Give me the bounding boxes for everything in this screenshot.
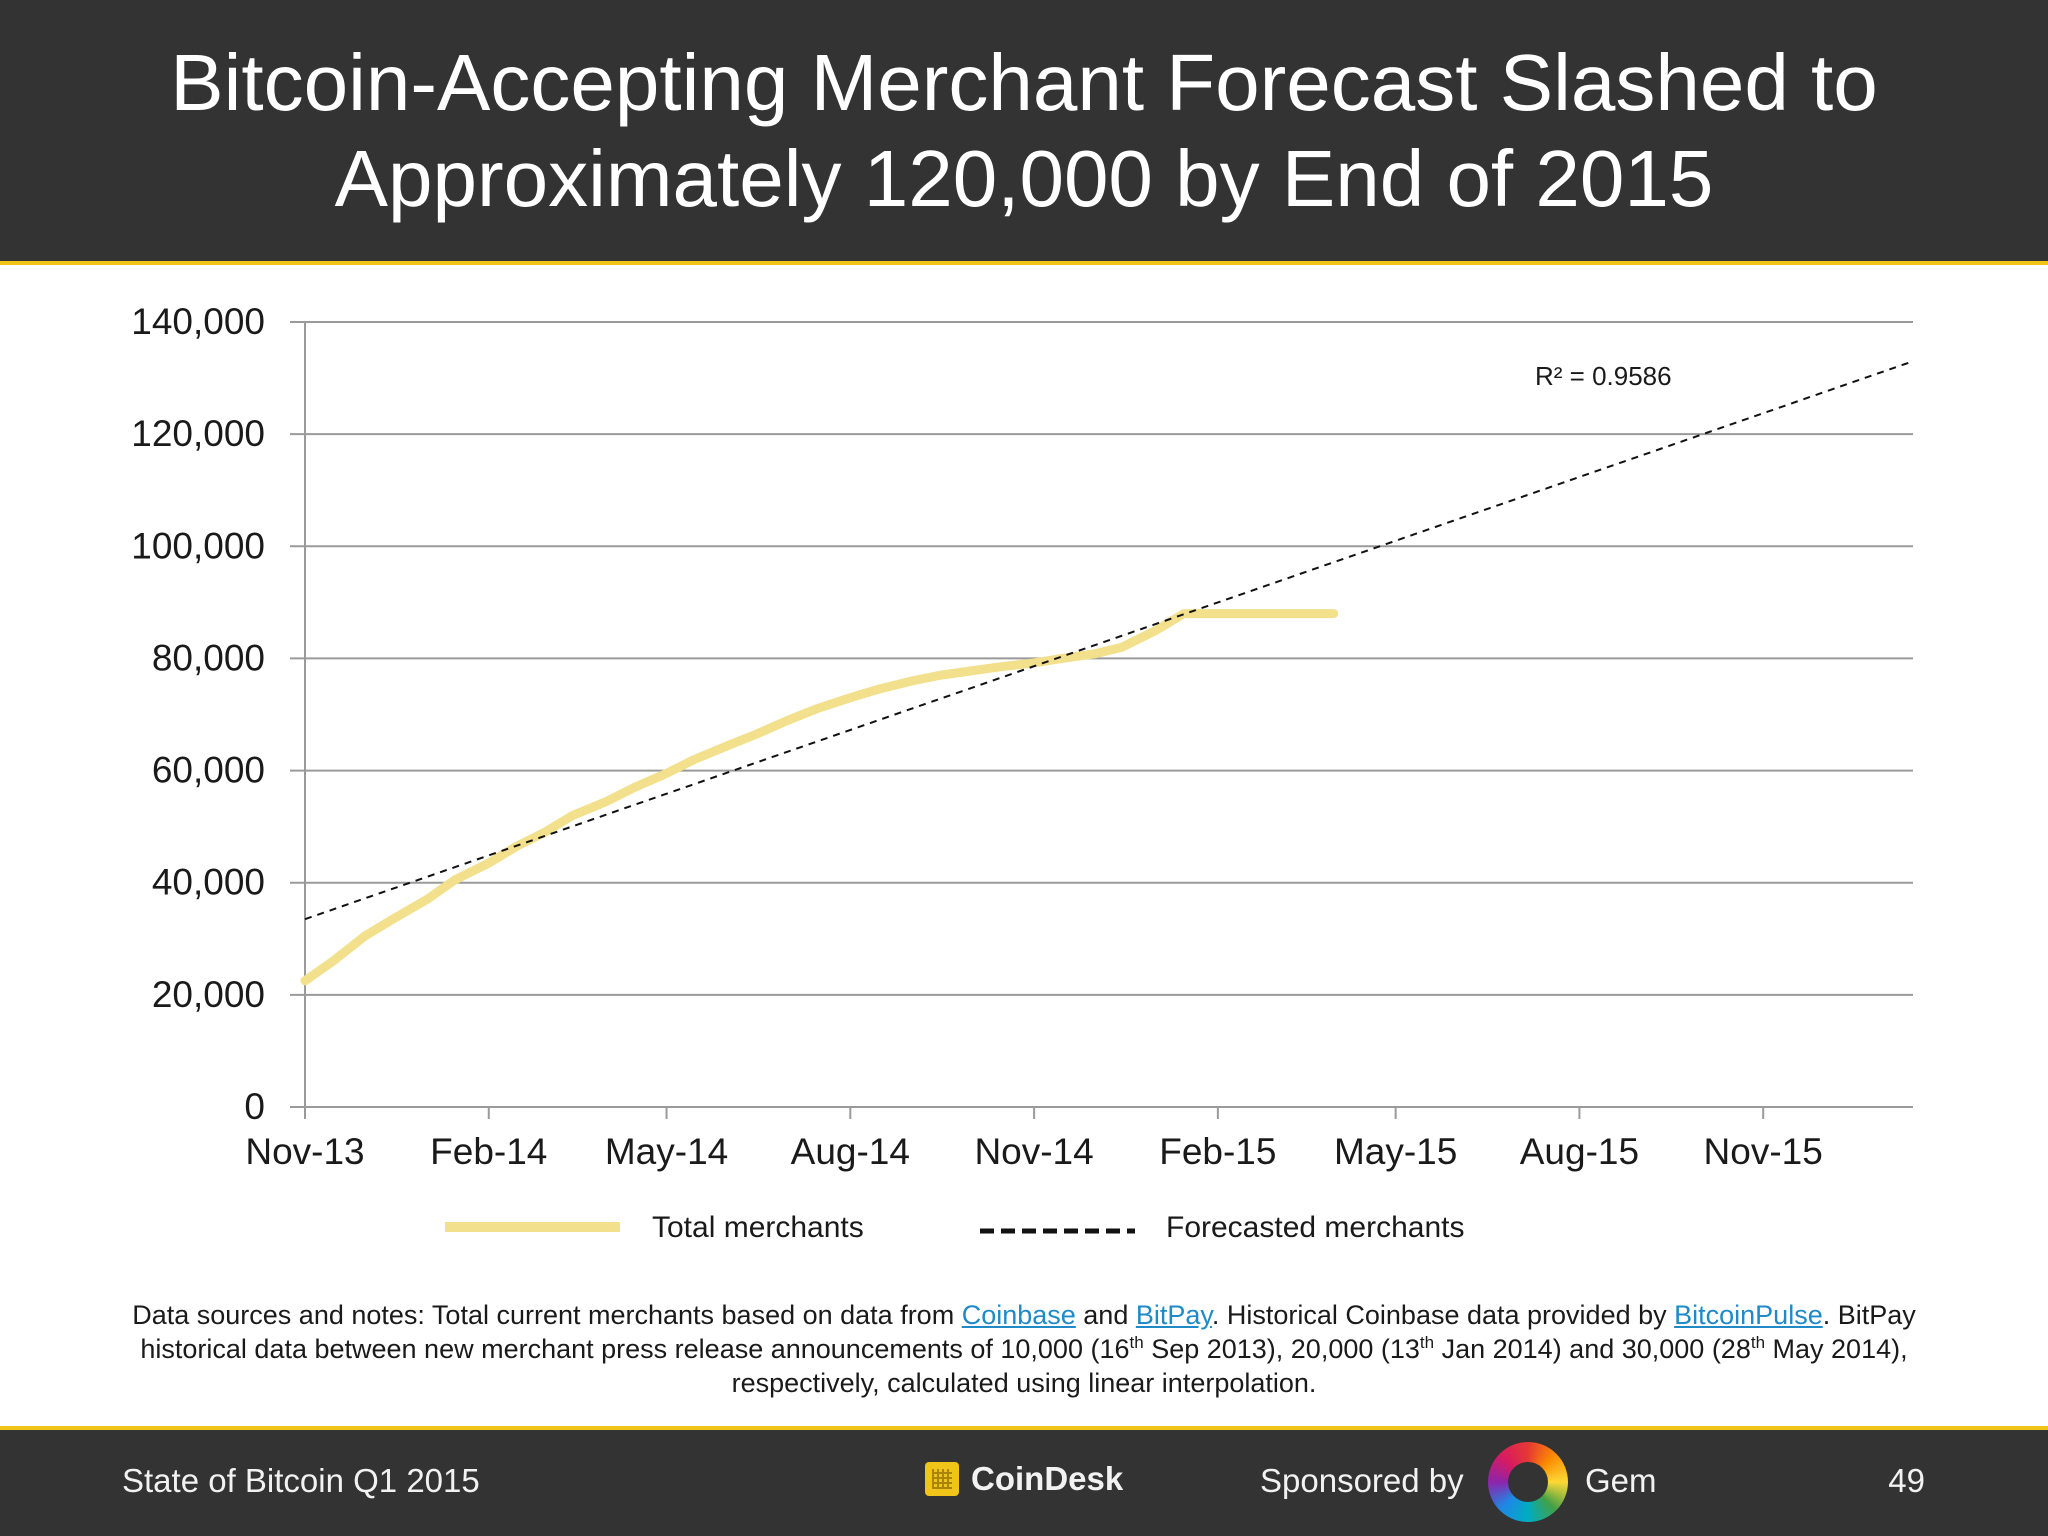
y-tick-label: 120,000 [131, 413, 265, 454]
forecast-trendline [304, 360, 1914, 921]
y-tick-label: 140,000 [131, 301, 265, 342]
page-number: 49 [1888, 1462, 1925, 1499]
r-squared-annotation: R² = 0.9586 [1535, 361, 1672, 391]
slide-footer: State of Bitcoin Q1 2015 CoinDesk Sponso… [0, 1426, 2048, 1536]
data-sources-notes: Data sources and notes: Total current me… [132, 1300, 1916, 1398]
y-tick-label: 80,000 [152, 637, 265, 678]
x-tick-label: Nov-13 [245, 1131, 364, 1172]
gem-logo-icon [1488, 1442, 1568, 1522]
y-tick-label: 40,000 [152, 862, 265, 903]
coinbase-link[interactable]: Coinbase [961, 1300, 1076, 1330]
y-tick-label: 20,000 [152, 974, 265, 1015]
total-merchants-line [300, 609, 1339, 986]
x-tick-label: Feb-15 [1159, 1131, 1276, 1172]
slide-header: Bitcoin-Accepting Merchant Forecast Slas… [0, 0, 2048, 265]
x-tick-label: May-14 [605, 1131, 728, 1172]
x-tick-label: Feb-14 [430, 1131, 547, 1172]
x-tick-label: Aug-14 [791, 1131, 910, 1172]
y-tick-label: 100,000 [131, 525, 265, 566]
coindesk-logo: CoinDesk [925, 1460, 1123, 1498]
bitcoinpulse-link[interactable]: BitcoinPulse [1674, 1300, 1823, 1330]
sponsored-by-label: Sponsored by [1260, 1462, 1464, 1499]
x-tick-label: Aug-15 [1520, 1131, 1639, 1172]
bitpay-link[interactable]: BitPay [1135, 1300, 1212, 1330]
legend-label-total: Total merchants [652, 1211, 864, 1244]
legend-label-forecast: Forecasted merchants [1166, 1211, 1464, 1244]
x-tick-label: Nov-14 [974, 1131, 1093, 1172]
coindesk-wordmark: CoinDesk [971, 1460, 1124, 1497]
slide-title: Bitcoin-Accepting Merchant Forecast Slas… [170, 37, 1878, 223]
y-tick-label: 0 [244, 1086, 265, 1127]
sponsor-name: Gem [1585, 1462, 1657, 1499]
coindesk-icon [925, 1462, 959, 1496]
report-name: State of Bitcoin Q1 2015 [122, 1462, 480, 1499]
x-tick-label: May-15 [1334, 1131, 1457, 1172]
y-tick-label: 60,000 [152, 750, 265, 791]
x-tick-label: Nov-15 [1704, 1131, 1823, 1172]
merchant-chart: 0 20,000 40,000 60,000 80,000 100,000 120,000 1… [131, 301, 1914, 1244]
